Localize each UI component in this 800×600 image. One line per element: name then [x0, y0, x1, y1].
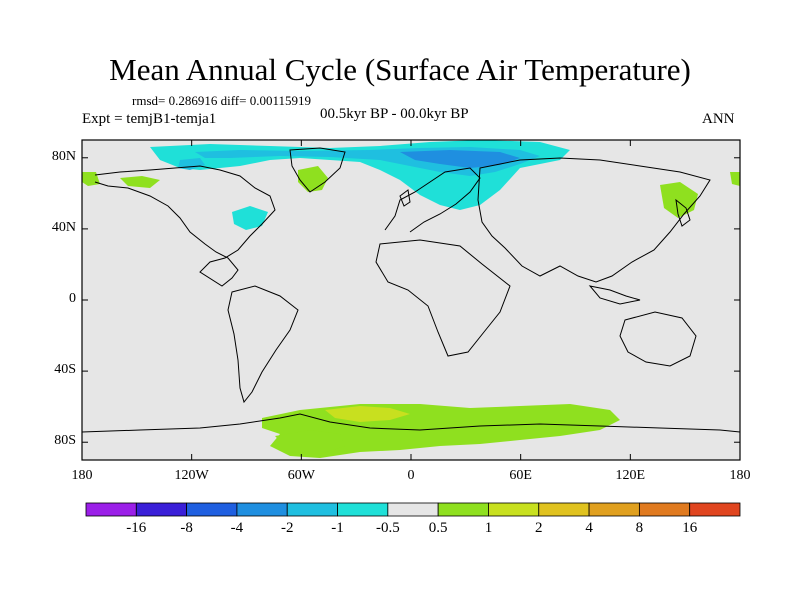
lon-label: 60E: [509, 468, 532, 483]
colorbar-swatch: [236, 502, 288, 517]
colorbar-label: -1: [331, 520, 344, 536]
lat-label: 80S: [54, 433, 76, 449]
colorbar-label: -2: [280, 520, 294, 536]
colorbar-swatch: [488, 502, 540, 517]
experiment-label: Expt = temjB1-temja1: [82, 111, 217, 127]
anomaly-field: [82, 140, 740, 458]
season-label: ANN: [702, 111, 735, 127]
coast-japan: [675, 198, 691, 227]
colorbar: [85, 502, 741, 517]
colorbar-swatch: [387, 502, 439, 517]
colorbar-label: -4: [230, 520, 244, 536]
colorbar-swatch: [286, 502, 338, 517]
coast-africa: [375, 239, 511, 357]
coast-uk: [399, 189, 411, 207]
colorbar-label: 0.5: [428, 520, 448, 536]
coast-greenland: [289, 147, 346, 193]
colorbar-swatch: [689, 502, 741, 517]
colorbar-label: 4: [585, 520, 593, 536]
lon-label: 180: [71, 468, 93, 483]
colorbar-swatch: [588, 502, 640, 517]
colorbar-swatch: [437, 502, 489, 517]
colorbar-label: 8: [635, 520, 644, 536]
colorbar-swatch: [186, 502, 238, 517]
coast-europe: [384, 167, 481, 233]
lat-label: 40S: [54, 362, 76, 378]
colorbar-label: 1: [484, 520, 493, 536]
coastlines: [82, 147, 740, 433]
cooling-region-labrador: [232, 206, 268, 230]
colorbar-swatch: [638, 502, 691, 517]
period-label: 00.5kyr BP - 00.0kyr BP: [320, 106, 469, 122]
chart-title: Mean Annual Cycle (Surface Air Temperatu…: [109, 52, 691, 87]
coast-asia: [477, 157, 711, 283]
colorbar-label: 16: [682, 520, 698, 536]
colorbar-swatch: [538, 502, 590, 517]
colorbar-label: -16: [126, 520, 147, 536]
colorbar-label: -0.5: [375, 520, 400, 536]
warming-region-alaska: [120, 176, 160, 188]
colorbar-swatch: [337, 502, 389, 517]
coast-south-america: [227, 285, 299, 404]
colorbar-label: 2: [535, 520, 543, 536]
colorbar-swatch: [85, 502, 137, 517]
axis-ticks: [81, 140, 741, 460]
lat-label: 40N: [51, 219, 76, 235]
coast-australia: [619, 311, 697, 367]
warming-region-antarctic-core: [325, 406, 410, 422]
lon-label: 120W: [174, 468, 209, 483]
coast-indonesia: [588, 285, 641, 305]
lat-label: 0: [69, 291, 76, 306]
lat-label: 80N: [51, 148, 76, 164]
lon-label: 120E: [615, 468, 646, 483]
lon-label: 180: [729, 468, 751, 483]
rmsd-diff-stats: rmsd= 0.286916 diff= 0.00115919: [132, 93, 311, 108]
coast-antarctica: [82, 413, 740, 433]
lon-label: 60W: [287, 468, 315, 483]
colorbar-label: -8: [180, 520, 193, 536]
coast-north-america: [94, 165, 276, 287]
warming-region-antarctic-west: [275, 430, 345, 454]
colorbar-swatch: [135, 502, 188, 517]
warming-region-east-edge: [730, 172, 740, 186]
cooling-region-arctic-strong: [400, 150, 520, 168]
lon-label: 0: [407, 468, 415, 483]
